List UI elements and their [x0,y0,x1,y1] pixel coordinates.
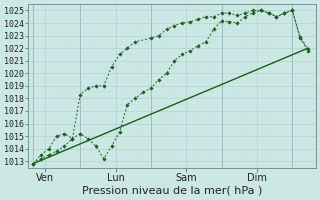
X-axis label: Pression niveau de la mer( hPa ): Pression niveau de la mer( hPa ) [82,186,262,196]
